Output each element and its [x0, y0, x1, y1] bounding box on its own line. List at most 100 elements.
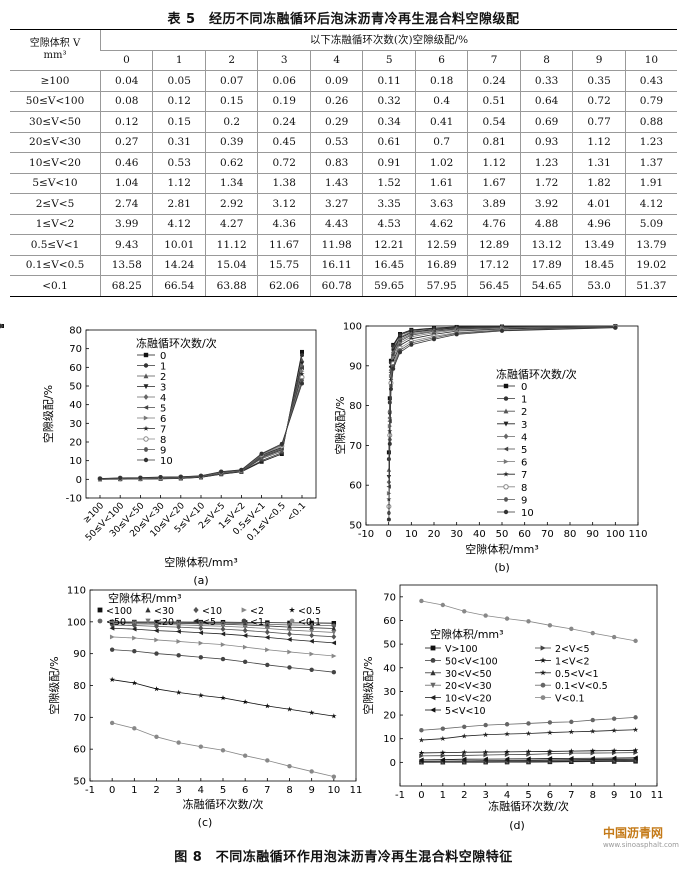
data-point: [500, 328, 504, 333]
data-point: [265, 662, 270, 668]
y-tick-label: 0: [76, 475, 82, 486]
data-point: [461, 749, 467, 755]
header-col-label: 空隙体积 V: [29, 38, 81, 49]
table-cell: 16.89: [414, 254, 468, 276]
x-tick-label: 10: [405, 529, 418, 540]
legend-marker: [97, 607, 103, 613]
x-tick-label: 7: [568, 790, 574, 801]
table-cell: 1.38: [257, 172, 311, 194]
table-cell: 54.65: [519, 275, 573, 297]
table-row: 10≤V<20 0.46 0.53 0.62 0.72 0.83 0.91 1.02 1.12 1…: [10, 152, 677, 174]
x-tick-label: 4: [504, 790, 510, 801]
table-row: 20≤V<30 0.27 0.31 0.39 0.45 0.53 0.61 0.7 0.81 0.…: [10, 131, 677, 153]
legend-title: 空隙体积/mm³: [108, 591, 182, 605]
data-point: [547, 729, 553, 735]
series-line: [388, 326, 616, 487]
table-cell: 14.24: [152, 254, 206, 276]
table-cell: 0.07: [204, 70, 258, 92]
y-tick-label: 70: [349, 441, 362, 452]
legend-marker: [143, 436, 149, 442]
table-caption: 表 5 经历不同冻融循环后泡沫沥青冷再生混合料空隙级配: [167, 12, 520, 27]
cycle-header-row: 0 1 2 3 4 5 6 7 8 9 10: [10, 49, 677, 71]
data-point: [547, 623, 553, 628]
y-tick-label: 70: [69, 344, 82, 355]
table-cell: 4.12: [152, 213, 206, 235]
x-tick-label: 0: [418, 790, 424, 801]
data-point: [300, 368, 305, 374]
legend-label: <5: [202, 617, 216, 628]
legend-marker: [143, 405, 149, 410]
data-point: [299, 371, 305, 377]
data-point: [440, 753, 446, 759]
series-line: [99, 367, 303, 480]
series-line: [388, 325, 616, 483]
y-tick-label: 110: [67, 586, 86, 597]
series-line: [99, 371, 303, 480]
legend-label: 6: [160, 414, 166, 425]
data-point: [264, 629, 270, 635]
legend-marker: [193, 618, 199, 624]
data-point: [242, 644, 248, 650]
legend-marker: [143, 352, 149, 358]
header-void-volume: 空隙体积 V mm³: [10, 29, 101, 71]
table-cell: 0.91: [362, 152, 416, 174]
legend-label: 4: [160, 393, 166, 404]
data-point: [242, 753, 248, 758]
data-point: [265, 758, 270, 763]
table-cell: 1.61: [414, 172, 468, 194]
chart-c: 50 60 70 80 90 100 110 -1 0 1 2 3 4 5 6 7 8 9 10 11 空隙级配/% 冻融…: [47, 586, 362, 830]
row-label: <0.1: [10, 275, 101, 297]
table-cell: 63.88: [204, 275, 258, 297]
data-point: [220, 626, 226, 632]
table-row: 30≤V<50 0.12 0.15 0.2 0.24 0.29 0.34 0.41 0.54 0.…: [10, 111, 677, 133]
data-point: [331, 653, 337, 659]
legend-marker: [143, 394, 149, 400]
data-point: [118, 475, 123, 480]
legend-marker: [143, 457, 149, 463]
data-point: [132, 635, 137, 641]
legend-label: V<0.1: [555, 694, 585, 705]
row-label: 20≤V<30: [10, 131, 101, 153]
data-point: [390, 358, 396, 363]
x-tick-label: 1: [440, 790, 446, 801]
table-cell: 0.05: [152, 70, 206, 92]
legend-marker: [143, 415, 149, 421]
data-point: [153, 686, 160, 692]
data-point: [547, 720, 553, 725]
data-point: [264, 626, 270, 632]
data-point: [483, 752, 489, 758]
table-cell: 1.23: [624, 131, 677, 153]
data-point: [397, 342, 403, 348]
data-point: [611, 755, 617, 761]
data-point: [504, 749, 510, 755]
legend-marker: [145, 607, 151, 613]
legend-label: 5: [160, 404, 166, 415]
data-point: [568, 729, 575, 735]
data-point: [568, 748, 575, 754]
data-point: [526, 721, 531, 726]
table-cell: 16.11: [309, 254, 363, 276]
data-point: [176, 629, 181, 634]
table-cell: 15.75: [257, 254, 311, 276]
data-point: [419, 598, 424, 604]
data-point: [482, 731, 489, 738]
data-point: [265, 647, 270, 653]
data-point: [220, 631, 226, 637]
table-cell: 68.25: [99, 275, 153, 297]
series-line: [388, 326, 616, 514]
legend-label: 8: [521, 483, 527, 494]
x-tick-label: 60: [518, 529, 531, 540]
cycle-header-10: 10: [624, 49, 677, 71]
table-cell: 1.52: [362, 172, 416, 194]
data-point: [242, 633, 248, 639]
data-point: [154, 637, 160, 643]
legend-marker: [503, 471, 509, 477]
legend-marker: [503, 484, 509, 490]
data-point: [386, 517, 391, 522]
data-point: [132, 648, 137, 654]
table-cell: 0.64: [519, 90, 573, 112]
legend-title: 冻融循环次数/次: [496, 367, 577, 381]
data-point: [109, 625, 115, 631]
x-tick-label: 11: [350, 785, 363, 796]
legend-label: <0.1: [298, 617, 321, 628]
